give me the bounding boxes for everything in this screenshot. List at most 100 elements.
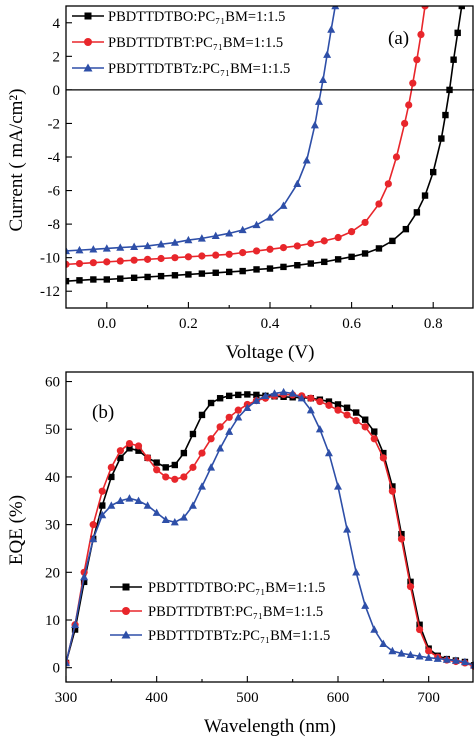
panel-a-series-2-point — [225, 229, 234, 237]
panel-a-series-1-point — [392, 153, 401, 161]
panel-a-series-2-point — [89, 245, 98, 253]
panel-a-series-0-point — [421, 192, 429, 199]
panel-a-series-2-point — [279, 201, 288, 209]
panel-a-series-1-point — [334, 233, 342, 242]
panel-a-series-2-point — [130, 242, 139, 250]
panel-a-legend: PBDTTDTBO:PC₇₁BM=1:1.5 PBDTTDTBT:PC₇₁BM=… — [72, 9, 290, 77]
panel-b-series-0-point — [189, 430, 197, 438]
panel-b-series-1-point — [397, 535, 406, 543]
legend-b-label-btz: PBDTTDTBTz:PC₇₁BM=1:1.5 — [148, 628, 330, 644]
panel-b-series-0-point — [135, 447, 142, 454]
panel-a-series-0-point — [117, 275, 124, 282]
panel-a-series-0-point — [239, 267, 246, 275]
panel-b-series-2-point — [261, 391, 270, 400]
panel-b-series-2-point — [252, 396, 261, 404]
panel-b-series-2-point — [388, 646, 397, 655]
panel-a-series-1-point — [293, 242, 301, 250]
panel-b-series-1-point — [225, 413, 233, 421]
panel-b-series-0-point — [80, 578, 88, 586]
panel-b-x-tick-label: 500 — [236, 690, 259, 706]
panel-b-series-2-point — [66, 658, 70, 667]
panel-b-ticks: 300 400 500 600 700 0 10 20 30 40 50 60 — [45, 375, 440, 706]
panel-b-series-2-point — [315, 425, 324, 433]
panel-a-series-1-point — [348, 228, 356, 236]
panel-b-series-1-point — [425, 647, 433, 655]
panel-b-x-tick-label: 300 — [55, 690, 78, 706]
panel-a-series-1-point — [401, 119, 409, 128]
panel-a-series-1-point — [320, 237, 328, 245]
panel-a-y-tick-label: -10 — [40, 251, 60, 267]
panel-b-series-1-point — [98, 487, 106, 495]
panel-b-series-0-point — [153, 459, 160, 466]
panel-a-series-0-point — [430, 168, 437, 176]
legend-b-marker-bt — [122, 607, 130, 615]
panel-b-series-0-point — [371, 428, 378, 435]
panel-a-series-2-point — [319, 75, 328, 84]
panel-a-series-1-point — [198, 252, 206, 260]
panel-a-series-0-point — [294, 262, 301, 269]
panel-b-series-1-point — [316, 397, 324, 406]
panel-b-series-1-point — [216, 423, 224, 431]
panel-a-series-0-point — [413, 209, 421, 216]
panel-a-series-2-point — [323, 50, 332, 58]
panel-b-series-0-point — [362, 416, 369, 423]
panel-b-series-1-point — [325, 401, 333, 409]
panel-b-series-1-point — [334, 406, 342, 414]
panel-a-series-2-point — [238, 225, 247, 234]
panel-b-series-0-point — [71, 626, 79, 633]
panel-a-series-1-point — [103, 258, 111, 266]
panel-b-y-tick-label: 60 — [45, 375, 60, 391]
panel-a-series-0-point — [66, 277, 70, 285]
panel-b-series-2-point — [406, 650, 415, 659]
panel-a-series-0-point — [266, 265, 274, 272]
panel-b-series-0-point — [380, 449, 387, 457]
panel-a-series-2-point — [310, 120, 319, 129]
panel-b-series-0-point — [235, 391, 242, 399]
panel-a-series-0-point — [226, 268, 233, 276]
panel-b-series-1-point — [207, 435, 215, 443]
panel-a-series-0-point — [253, 266, 260, 273]
panel-a-series-1-point — [413, 56, 421, 64]
panel-b-series-1-point — [343, 411, 351, 419]
panel-b-y-tick-label: 20 — [45, 565, 60, 581]
panel-b-series-0-point — [325, 398, 333, 405]
panel-b-series-1-point — [352, 417, 360, 425]
panel-b-series-2-point — [297, 394, 306, 402]
panel-b-series-2-point — [107, 501, 116, 509]
panel-b-series-2-point — [270, 389, 279, 397]
panel-b-series-1-point — [153, 466, 161, 474]
panel-b-series-1-point — [171, 475, 179, 483]
panel-a-series-0-point — [280, 263, 287, 271]
panel-a-series-1-point — [184, 253, 192, 261]
panel-b-series-2-point — [80, 572, 89, 581]
panel-a-series-2-point — [170, 238, 179, 246]
panel-b-y-tick-label: 0 — [53, 661, 61, 677]
panel-a-y-tick-label: 4 — [53, 16, 61, 32]
panel-b-series-2-point — [397, 649, 406, 657]
panel-a-y-tick-label: -8 — [48, 217, 61, 233]
panel-a-series-1-point — [66, 260, 70, 268]
panel-b-series-2-point — [279, 387, 288, 396]
panel-b-series-2-point — [198, 482, 206, 490]
legend-a-marker-bo — [84, 12, 92, 20]
panel-a-series-0-point — [103, 276, 110, 283]
panel-a-series-1-point — [266, 245, 274, 253]
panel-b-legend: PBDTTDTBO:PC₇₁BM=1:1.5 PBDTTDTBT:PC₇₁BM=… — [110, 580, 330, 644]
panel-b-series-2-point — [243, 403, 252, 411]
panel-a-series-0-point — [130, 274, 138, 281]
panel-a-series-0-point — [334, 256, 342, 263]
panel-b-series-2-point — [370, 625, 379, 633]
panel-a-series-0-point — [144, 273, 151, 281]
panel-b-series-1-point — [89, 521, 97, 529]
panel-a-series-0-point — [454, 29, 461, 37]
panel-b-series-1-point — [180, 473, 188, 481]
panel-a-series-0-point — [171, 272, 179, 279]
panel-b-series-1-line — [66, 393, 474, 668]
panel-b-eqe-spectra: 300 400 500 600 700 0 10 20 30 40 50 60 (b) Wavelen… — [6, 371, 474, 737]
panel-b-series-2-point — [442, 655, 451, 663]
panel-b-series-2-point — [451, 656, 460, 664]
legend-a-marker-btz — [83, 63, 93, 72]
panel-a-series-1-point — [225, 250, 233, 258]
panel-b-series-0-point — [99, 502, 106, 509]
